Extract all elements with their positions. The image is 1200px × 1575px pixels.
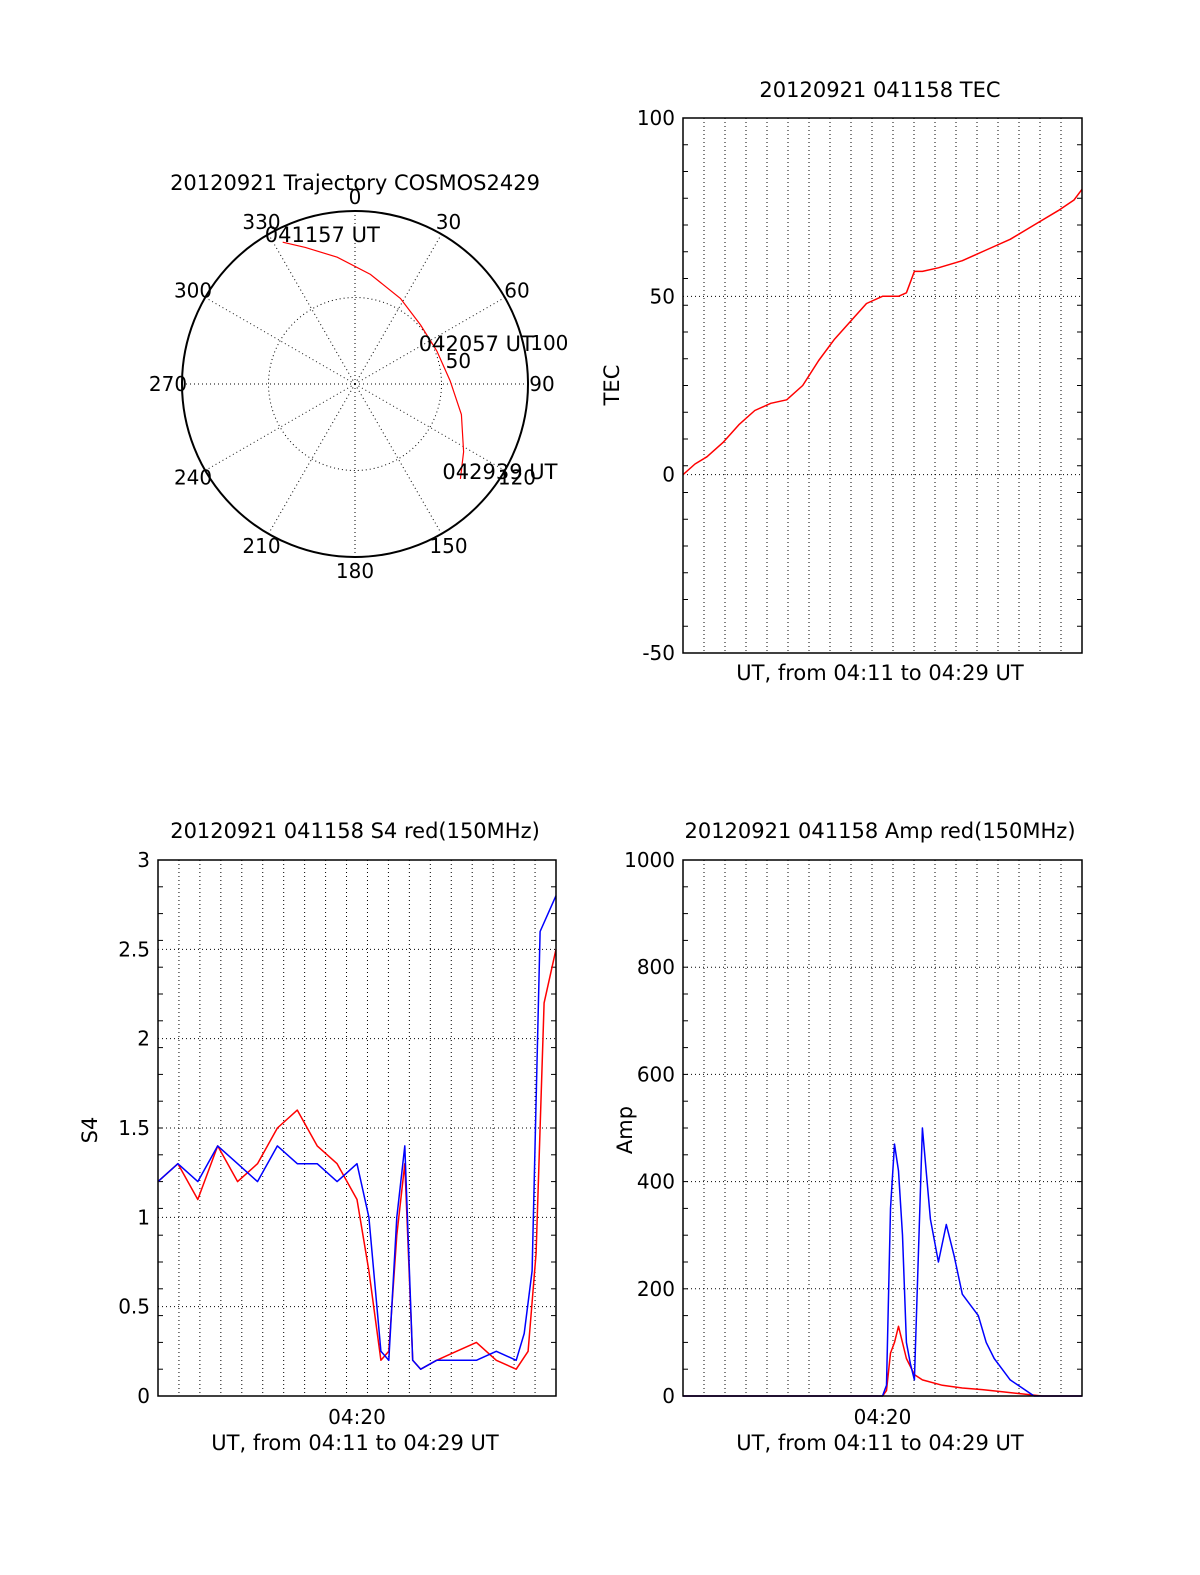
polar-ring-label: 100: [530, 331, 568, 355]
polar-spoke: [268, 383, 356, 535]
polar-spoke: [354, 383, 506, 471]
series-line: [683, 1127, 1082, 1397]
polar-angle-label: 240: [174, 466, 212, 490]
polar-angle-label: 300: [174, 279, 212, 303]
polar-title: 20120921 Trajectory COSMOS2429: [170, 171, 540, 195]
polar-angle-label: 270: [149, 372, 187, 396]
series-line: [683, 1325, 1082, 1397]
y-tick-label: 2.5: [118, 937, 150, 961]
y-tick-label: 1000: [624, 848, 675, 872]
polar-spoke: [204, 383, 356, 471]
y-tick-label: 100: [637, 106, 675, 130]
tec-plot-area: -50 0 50 100: [637, 106, 1083, 665]
polar-spoke: [354, 233, 442, 385]
s4-title: 20120921 041158 S4 red(150MHz): [170, 819, 540, 843]
polar-angle-label: 150: [429, 534, 467, 558]
polar-angle-labels: 0 30 60 90 120 150 180 210 240 270 300 330 50 100: [149, 185, 569, 583]
tec-xlabel: UT, from 04:11 to 04:29 UT: [736, 661, 1024, 685]
amp-title: 20120921 041158 Amp red(150MHz): [684, 819, 1075, 843]
tec-ylabel: TEC: [600, 365, 624, 407]
y-tick-label: 200: [637, 1277, 675, 1301]
s4-ylabel: S4: [78, 1117, 102, 1144]
s4-plot-area: 0 0.5 1 1.5 2 2.5 3 04:20: [118, 848, 557, 1429]
plot-frame: [682, 859, 1083, 1397]
y-tick-label: 0.5: [118, 1295, 150, 1319]
polar-angle-label: 210: [242, 534, 280, 558]
polar-angle-label: 0: [349, 185, 362, 209]
series-line: [157, 949, 557, 1370]
amp-xlabel: UT, from 04:11 to 04:29 UT: [736, 1431, 1024, 1455]
y-tick-label: 2: [137, 1027, 150, 1051]
y-tick-label: 3: [137, 848, 150, 872]
y-tick-label: -50: [642, 641, 675, 665]
polar-spoke: [268, 233, 356, 385]
tec-title: 20120921 041158 TEC: [759, 78, 1000, 102]
trajectory-line: [282, 241, 465, 479]
y-tick-label: 0: [662, 463, 675, 487]
y-tick-label: 0: [662, 1384, 675, 1408]
polar-spoke: [204, 297, 356, 385]
polar-spoke: [354, 383, 442, 535]
y-tick-label: 1.5: [118, 1116, 150, 1140]
y-tick-label: 1: [137, 1205, 150, 1229]
y-tick-label: 600: [637, 1062, 675, 1086]
plot-frame: [157, 859, 557, 1397]
x-tick-label: 04:20: [854, 1405, 912, 1429]
y-tick-label: 400: [637, 1170, 675, 1194]
amp-plot-area: 0 200 400 600 800 1000 04:20: [624, 848, 1083, 1429]
polar-ring-label: 50: [446, 349, 471, 373]
polar-angle-label: 60: [504, 279, 529, 303]
x-tick-label: 04:20: [328, 1405, 386, 1429]
polar-angle-label: 90: [529, 372, 554, 396]
polar-angle-label: 180: [336, 559, 374, 583]
series-line: [157, 895, 557, 1370]
amp-plot: 20120921 041158 Amp red(150MHz) UT, from…: [613, 819, 1083, 1455]
polar-spoke: [354, 297, 506, 385]
tec-plot: 20120921 041158 TEC UT, from 04:11 to 04…: [600, 78, 1083, 685]
trajectory-time-label: 041157 UT: [265, 223, 380, 247]
polar-series: 041157 UT 042057 UT 042939 UT: [265, 223, 558, 484]
y-tick-label: 0: [137, 1384, 150, 1408]
series-line: [682, 188, 1083, 476]
polar-angle-label: 30: [436, 210, 461, 234]
amp-ylabel: Amp: [613, 1106, 637, 1154]
s4-plot: 20120921 041158 S4 red(150MHz) UT, from …: [78, 819, 557, 1455]
y-tick-label: 800: [637, 955, 675, 979]
y-tick-label: 50: [650, 284, 675, 308]
polar-angle-label: 330: [242, 210, 280, 234]
trajectory-time-label: 042939 UT: [442, 460, 557, 484]
polar-angle-label: 120: [498, 466, 536, 490]
polar-inner-ring: [268, 297, 442, 471]
trajectory-time-label: 042057 UT: [419, 332, 534, 356]
polar-trajectory-plot: 20120921 Trajectory COSMOS2429 0 30 60 90 12…: [149, 171, 569, 583]
plot-frame: [682, 117, 1083, 654]
polar-grid: [181, 210, 529, 558]
s4-xlabel: UT, from 04:11 to 04:29 UT: [211, 1431, 499, 1455]
